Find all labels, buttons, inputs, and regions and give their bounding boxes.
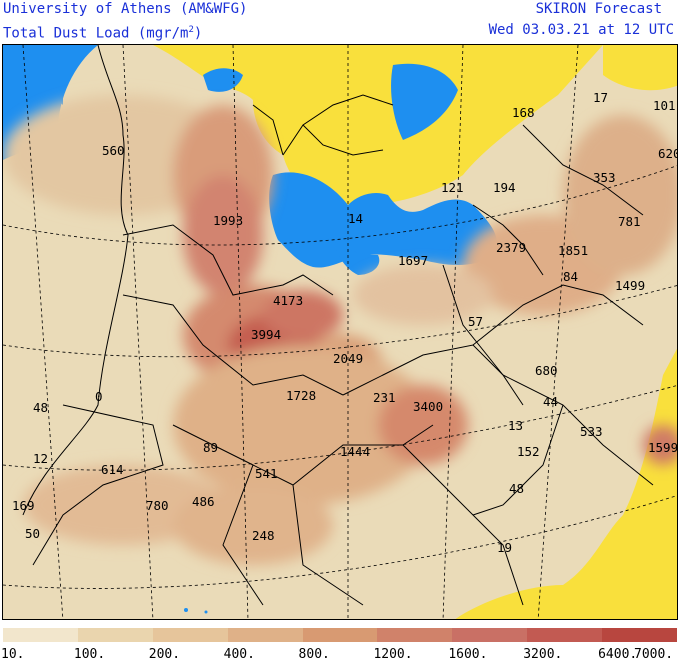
- legend-label: 200.: [148, 647, 181, 662]
- valid-time: Wed 03.03.21 at 12 UTC: [488, 22, 674, 38]
- markers: [184, 608, 208, 614]
- value-label: 1851: [558, 243, 588, 258]
- value-label: 1599: [648, 440, 678, 455]
- legend-swatch: [452, 628, 528, 642]
- value-label: 152: [517, 444, 540, 459]
- legend-label: 6400.: [598, 647, 638, 662]
- value-label: 50: [25, 526, 40, 541]
- value-label: 17: [593, 90, 608, 105]
- value-label: 1499: [615, 278, 645, 293]
- value-label: 781: [618, 214, 641, 229]
- mediterranean-sea: [269, 172, 497, 268]
- legend-label: 10.: [1, 647, 25, 662]
- legend-swatch: [77, 628, 154, 642]
- field-title-sup: 2: [188, 25, 194, 35]
- value-label: 168: [512, 105, 535, 120]
- value-label: 1697: [398, 253, 428, 268]
- field-title-prefix: Total Dust Load (mgr/m: [3, 25, 189, 42]
- legend-swatch: [3, 628, 79, 642]
- graticule: [3, 45, 677, 619]
- value-label: 1993: [213, 213, 243, 228]
- legend-swatch: [152, 628, 229, 642]
- org-title: University of Athens (AM&WFG): [3, 1, 248, 17]
- north-sea: [203, 68, 243, 92]
- legend-label: 1600.: [448, 647, 488, 662]
- value-label: 353: [593, 170, 616, 185]
- legend-label: 7000.: [634, 647, 674, 662]
- value-label: 486: [192, 494, 215, 509]
- value-label: 169: [12, 498, 35, 513]
- value-label: 620: [658, 146, 678, 161]
- europe-no-dust-zone: [153, 45, 603, 206]
- value-label: 19: [497, 540, 512, 555]
- mediterranean-central: [333, 240, 380, 275]
- legend-label: 100.: [73, 647, 106, 662]
- value-label: 541: [255, 466, 278, 481]
- model-title: SKIRON Forecast: [535, 1, 662, 17]
- value-label: 1728: [286, 388, 316, 403]
- value-label: 48: [33, 400, 48, 415]
- value-label: 780: [146, 498, 169, 513]
- value-label: 121: [441, 180, 464, 195]
- dust-load-map: 560 1993 14 168 17 101 620 353 121 194 7…: [2, 44, 678, 620]
- borders: [22, 45, 654, 606]
- value-label: 13: [508, 418, 523, 433]
- value-label: 101: [653, 98, 676, 113]
- legend-swatch: [377, 628, 453, 642]
- se-no-dust-zone: [455, 348, 677, 619]
- legend-label: 800.: [298, 647, 330, 662]
- atlantic-corner: [3, 50, 63, 105]
- value-labels: 560 1993 14 168 17 101 620 353 121 194 7…: [12, 90, 678, 555]
- black-sea: [391, 63, 458, 140]
- value-label: 14: [348, 211, 363, 226]
- legend-swatch: [227, 628, 304, 642]
- value-label: 3994: [251, 327, 281, 342]
- value-label: 248: [252, 528, 275, 543]
- value-label: 12: [33, 451, 48, 466]
- legend-swatch: [602, 628, 678, 642]
- value-label: 1444: [340, 444, 370, 459]
- value-label: 533: [580, 424, 603, 439]
- legend-label: 400.: [223, 647, 255, 662]
- value-label: 194: [493, 180, 516, 195]
- value-label: 0: [95, 389, 103, 404]
- value-label: 560: [102, 143, 125, 158]
- value-label: 44: [543, 394, 558, 409]
- value-label: 3400: [413, 399, 443, 414]
- value-label: 231: [373, 390, 396, 405]
- value-label: 2049: [333, 351, 363, 366]
- ne-no-dust-zone: [603, 45, 677, 91]
- legend-label: 1200.: [373, 647, 413, 662]
- value-label: 614: [101, 462, 124, 477]
- map-canvas: 560 1993 14 168 17 101 620 353 121 194 7…: [3, 45, 678, 619]
- field-title-suffix: ): [193, 25, 203, 42]
- legend-swatch: [302, 628, 378, 642]
- field-title: Total Dust Load (mgr/m2): [3, 22, 202, 42]
- value-label: 4173: [273, 293, 303, 308]
- value-label: 84: [563, 269, 578, 284]
- value-label: 2379: [496, 240, 526, 255]
- value-label: 57: [468, 314, 483, 329]
- legend-label: 3200.: [523, 647, 563, 662]
- value-label: 89: [203, 440, 218, 455]
- value-label: 680: [535, 363, 558, 378]
- legend-swatch: [527, 628, 603, 642]
- value-label: 48: [509, 481, 524, 496]
- legend-bar: [3, 628, 678, 642]
